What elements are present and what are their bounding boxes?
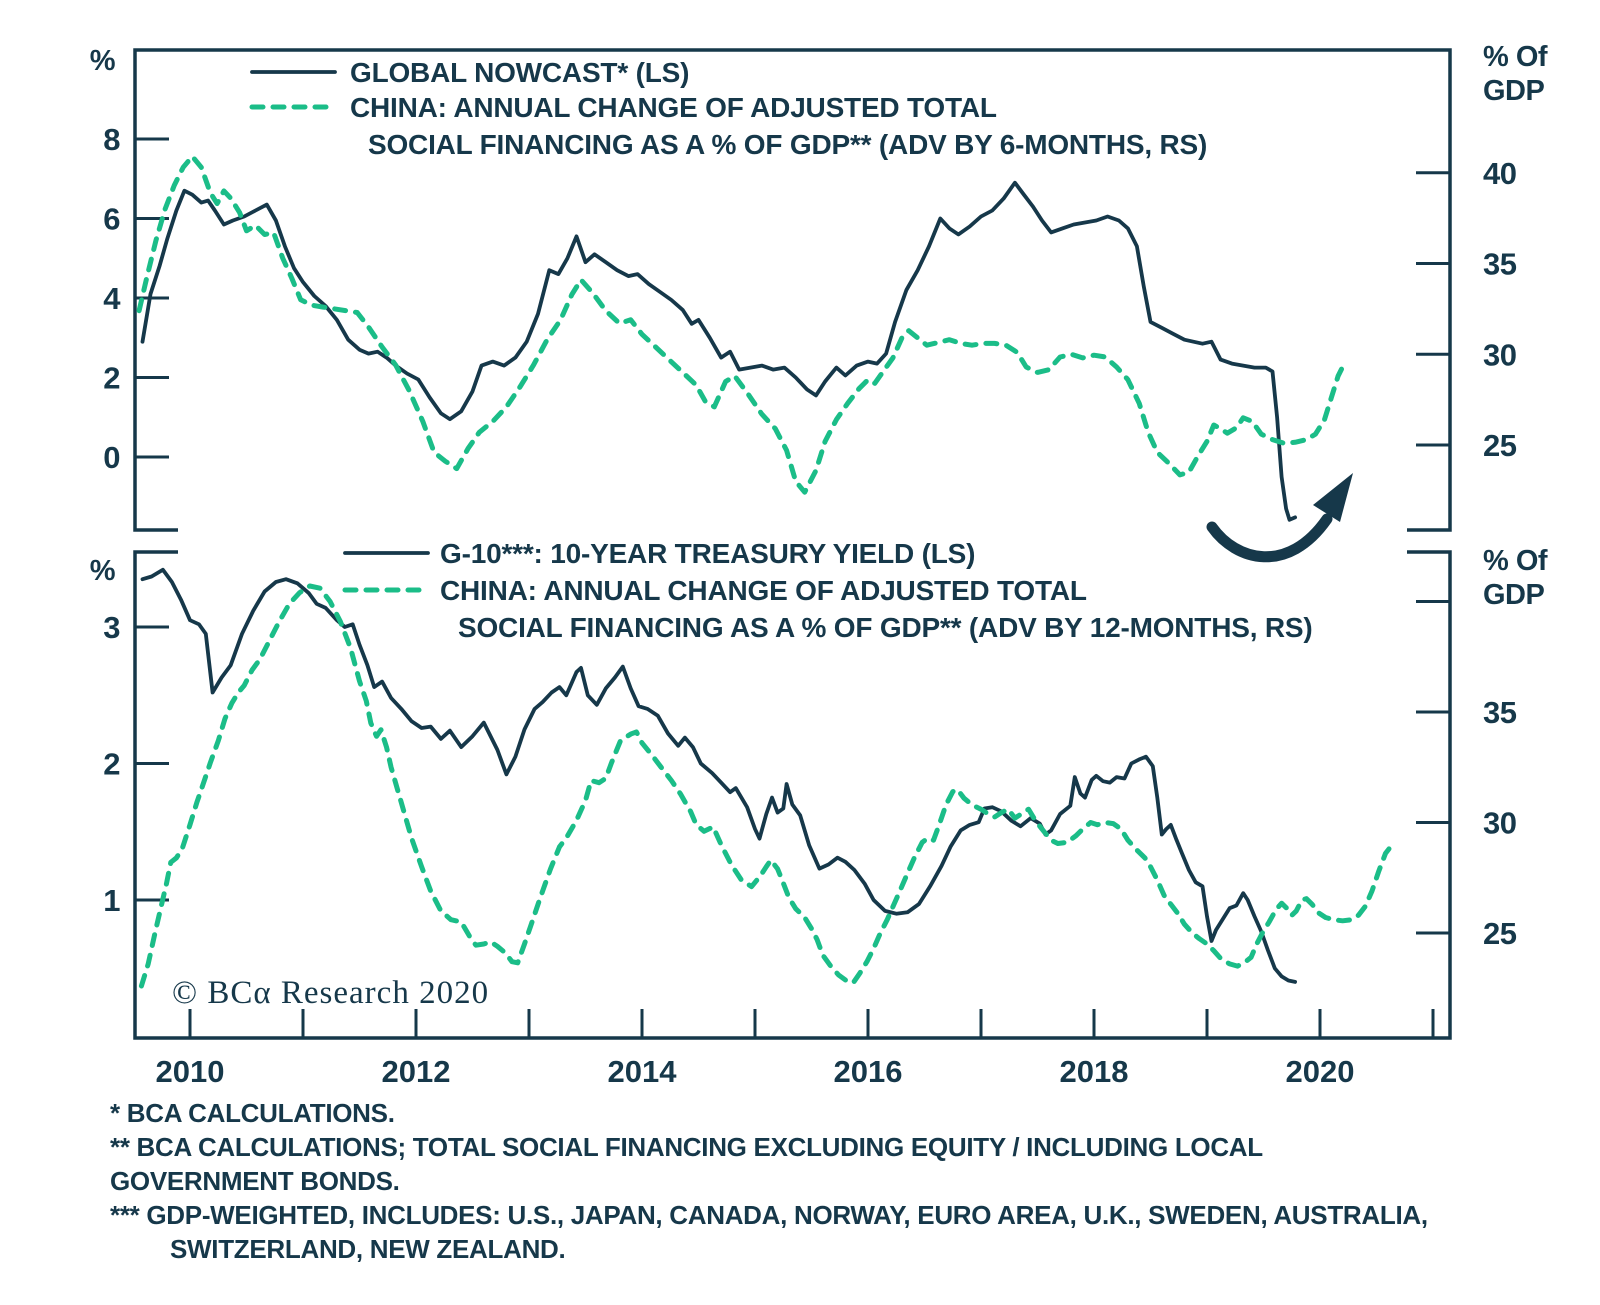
bottom-panel-axes — [133, 550, 1452, 1040]
top-right-tick-label: 30 — [1483, 337, 1516, 372]
x-axis-labels: 2010 2012 2014 2016 2018 2020 — [156, 1054, 1355, 1089]
x-axis-year-label: 2016 — [834, 1054, 903, 1089]
footnote-2: ** BCA CALCULATIONS; TOTAL SOCIAL FINANC… — [110, 1132, 1263, 1162]
bottom-right-tick-label: 35 — [1483, 695, 1517, 730]
upturn-arrow-shaft — [1206, 513, 1333, 563]
bottom-left-tick-label: 1 — [103, 883, 120, 918]
bottom-right-tick-label: 25 — [1483, 916, 1517, 951]
legend-china-tsf-line2: SOCIAL FINANCING AS A % OF GDP** (ADV BY… — [368, 129, 1207, 160]
upturn-arrow-icon — [1206, 473, 1353, 563]
x-axis-year-label: 2018 — [1060, 1054, 1129, 1089]
top-panel-legend: GLOBAL NOWCAST* (LS) CHINA: ANNUAL CHANG… — [249, 57, 1207, 160]
copyright-text: © BCα Research 2020 — [172, 975, 489, 1011]
footnotes: * BCA CALCULATIONS. ** BCA CALCULATIONS;… — [110, 1098, 1428, 1264]
top-right-axis-unit-line1: % Of — [1483, 41, 1548, 73]
footnote-3: *** GDP-WEIGHTED, INCLUDES: U.S., JAPAN,… — [110, 1200, 1428, 1230]
bottom-left-axis-unit: % — [90, 555, 116, 587]
top-right-axis-unit-line2: GDP — [1483, 75, 1545, 107]
top-left-tick-label: 0 — [103, 440, 120, 475]
footnote-2-cont: GOVERNMENT BONDS. — [110, 1166, 400, 1196]
legend-g10-yield: G-10***: 10-YEAR TREASURY YIELD (LS) — [440, 538, 975, 569]
top-left-tick-label: 8 — [103, 122, 120, 157]
bottom-panel-border — [133, 550, 1452, 1040]
top-panel-border — [133, 48, 1452, 532]
bottom-left-tick-label: 3 — [103, 610, 120, 645]
bottom-right-axis-unit-line1: % Of — [1483, 545, 1548, 577]
data-series — [136, 153, 1395, 989]
legend-china-tsf12-line2: SOCIAL FINANCING AS A % OF GDP** (ADV BY… — [458, 612, 1313, 643]
legend-china-tsf-line1: CHINA: ANNUAL CHANGE OF ADJUSTED TOTAL — [350, 92, 997, 123]
legend-global-nowcast: GLOBAL NOWCAST* (LS) — [350, 57, 689, 88]
x-axis-year-label: 2012 — [382, 1054, 451, 1089]
upturn-arrow-head — [1313, 473, 1353, 522]
axis-ticks: 8 6 4 2 0 40 35 30 25 3 2 1 35 30 25 — [103, 122, 1517, 1038]
top-left-tick-label: 2 — [103, 361, 120, 396]
x-axis-year-label: 2020 — [1286, 1054, 1355, 1089]
bottom-right-axis-unit-line2: GDP — [1483, 579, 1545, 611]
top-left-tick-label: 4 — [103, 281, 121, 316]
top-panel-axes — [133, 48, 1452, 532]
bottom-panel-legend: G-10***: 10-YEAR TREASURY YIELD (LS) CHI… — [342, 538, 1313, 643]
bottom-left-tick-label: 2 — [103, 747, 120, 782]
top-right-tick-label: 40 — [1483, 156, 1516, 191]
top-right-tick-label: 35 — [1483, 247, 1517, 282]
bottom-right-tick-label: 30 — [1483, 806, 1516, 841]
x-axis-year-label: 2014 — [608, 1054, 678, 1089]
x-axis-year-label: 2010 — [156, 1054, 225, 1089]
footnote-1: * BCA CALCULATIONS. — [110, 1098, 395, 1128]
bottom-g10-10y-treasury-yield-line — [140, 567, 1297, 984]
top-global-nowcast-line — [140, 180, 1297, 522]
top-left-tick-label: 6 — [103, 202, 120, 237]
top-left-axis-unit: % — [90, 45, 116, 77]
bottom-china-tsf-adv-12m-line — [138, 583, 1395, 989]
top-china-tsf-adv-6m-line — [136, 153, 1346, 495]
footnote-3-cont: SWITZERLAND, NEW ZEALAND. — [170, 1234, 565, 1264]
top-right-tick-label: 25 — [1483, 428, 1517, 463]
legend-china-tsf12-line1: CHINA: ANNUAL CHANGE OF ADJUSTED TOTAL — [440, 575, 1087, 606]
